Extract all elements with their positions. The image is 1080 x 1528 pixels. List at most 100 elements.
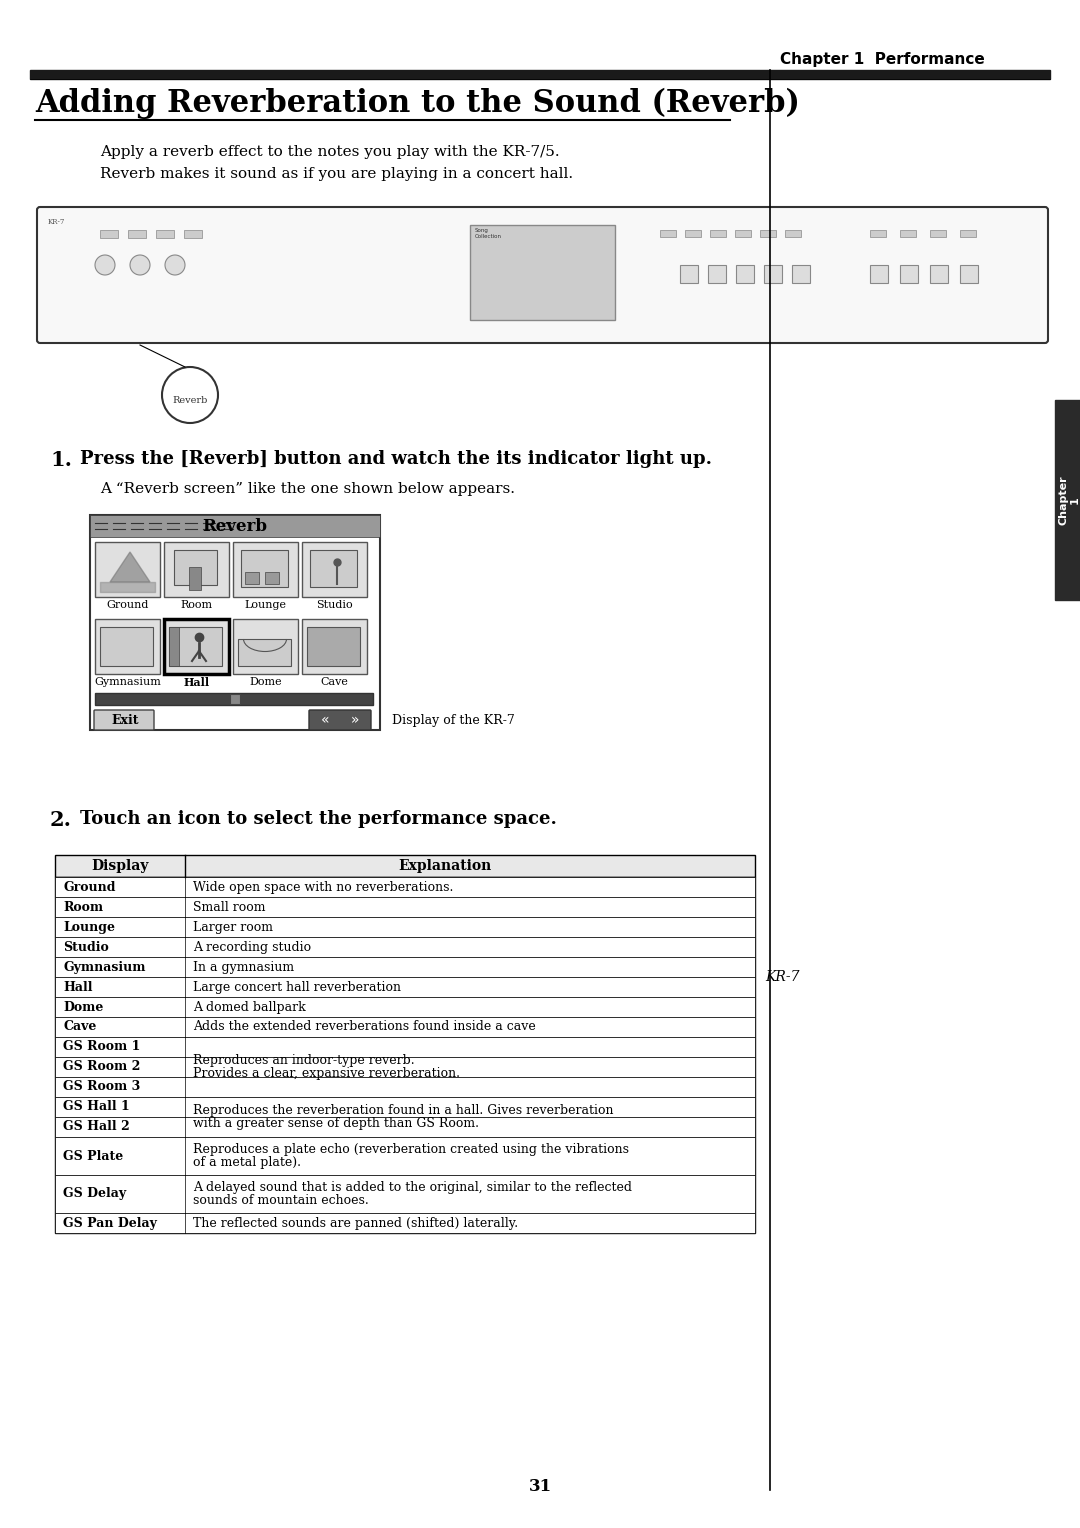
Text: Small room: Small room [193, 900, 266, 914]
Text: Press the [Reverb] button and watch the its indicator light up.: Press the [Reverb] button and watch the … [80, 451, 712, 468]
FancyBboxPatch shape [37, 206, 1048, 342]
Circle shape [95, 255, 114, 275]
Text: Reverb makes it sound as if you are playing in a concert hall.: Reverb makes it sound as if you are play… [100, 167, 573, 180]
Bar [230, 694, 240, 704]
Text: Studio: Studio [316, 601, 353, 610]
Bar [1055, 400, 1080, 601]
Text: GS Pan Delay: GS Pan Delay [63, 1216, 157, 1230]
Text: Reverb: Reverb [203, 518, 268, 535]
Text: Hall: Hall [63, 981, 93, 993]
Text: Studio: Studio [63, 941, 109, 953]
Text: Cave: Cave [321, 677, 349, 688]
Text: Ground: Ground [63, 880, 116, 894]
Bar [90, 515, 380, 730]
Bar [870, 264, 888, 283]
Text: of a metal plate).: of a metal plate). [193, 1157, 301, 1169]
Bar [265, 571, 279, 584]
Circle shape [162, 367, 218, 423]
Bar [55, 1137, 755, 1175]
Bar [55, 856, 755, 877]
Text: Dome: Dome [63, 1001, 104, 1013]
Bar [660, 231, 676, 237]
Text: Lounge: Lounge [63, 920, 114, 934]
Bar [302, 619, 367, 674]
Text: A “Reverb screen” like the one shown below appears.: A “Reverb screen” like the one shown bel… [100, 481, 515, 497]
Bar [470, 225, 615, 319]
Bar [710, 231, 726, 237]
Text: 2.: 2. [50, 810, 72, 830]
Text: Hall: Hall [184, 677, 210, 688]
Text: GS Room 3: GS Room 3 [63, 1080, 140, 1094]
FancyBboxPatch shape [309, 711, 372, 730]
Text: Reproduces the reverberation found in a hall. Gives reverberation: Reproduces the reverberation found in a … [193, 1105, 613, 1117]
Text: Display of the KR-7: Display of the KR-7 [392, 714, 515, 726]
Text: Song
Collection: Song Collection [475, 228, 502, 238]
Bar [100, 626, 153, 666]
Text: Chapter
1: Chapter 1 [1058, 475, 1080, 524]
Text: Room: Room [180, 601, 213, 610]
Text: «: « [321, 714, 329, 727]
Bar [55, 1213, 755, 1233]
Text: Ground: Ground [106, 601, 149, 610]
Text: GS Plate: GS Plate [63, 1149, 123, 1163]
Bar [245, 571, 259, 584]
Bar [55, 877, 755, 897]
Text: KR-7: KR-7 [765, 970, 799, 984]
Text: Large concert hall reverberation: Large concert hall reverberation [193, 981, 401, 993]
Bar [310, 550, 357, 587]
Bar [129, 231, 146, 238]
Bar [930, 264, 948, 283]
Bar [95, 619, 160, 674]
Text: »: » [351, 714, 360, 727]
Bar [100, 231, 118, 238]
Bar [680, 264, 698, 283]
Text: Gymnasium: Gymnasium [94, 677, 161, 688]
Text: Adding Reverberation to the Sound (Reverb): Adding Reverberation to the Sound (Rever… [35, 89, 800, 119]
Bar [156, 231, 174, 238]
Text: The reflected sounds are panned (shifted) laterally.: The reflected sounds are panned (shifted… [193, 1216, 518, 1230]
Bar [55, 877, 755, 1233]
Bar [900, 264, 918, 283]
Bar [55, 1175, 755, 1213]
Bar [55, 976, 755, 996]
Text: Cave: Cave [63, 1021, 96, 1033]
Bar [168, 626, 222, 666]
Polygon shape [110, 552, 150, 582]
Bar [164, 619, 229, 674]
Bar [55, 957, 755, 976]
Bar [764, 264, 782, 283]
Bar [960, 231, 976, 237]
Circle shape [130, 255, 150, 275]
Bar [792, 264, 810, 283]
Bar [184, 231, 202, 238]
Text: Display: Display [91, 859, 149, 872]
Bar [900, 231, 916, 237]
Text: Lounge: Lounge [244, 601, 286, 610]
Text: Apply a reverb effect to the notes you play with the KR-7/5.: Apply a reverb effect to the notes you p… [100, 145, 559, 159]
Text: Room: Room [63, 900, 103, 914]
Text: Provides a clear, expansive reverberation.: Provides a clear, expansive reverberatio… [193, 1067, 460, 1080]
Text: Exit: Exit [111, 714, 138, 726]
Text: Larger room: Larger room [193, 920, 273, 934]
Bar [55, 996, 755, 1018]
Text: with a greater sense of depth than GS Room.: with a greater sense of depth than GS Ro… [193, 1117, 480, 1131]
Bar [55, 937, 755, 957]
Text: 31: 31 [528, 1478, 552, 1494]
Text: Explanation: Explanation [399, 859, 491, 872]
Bar [168, 626, 179, 666]
Circle shape [165, 255, 185, 275]
Text: Gymnasium: Gymnasium [63, 961, 146, 973]
Text: 1.: 1. [50, 451, 72, 471]
Text: A domed ballpark: A domed ballpark [193, 1001, 306, 1013]
Text: Reproduces a plate echo (reverberation created using the vibrations: Reproduces a plate echo (reverberation c… [193, 1143, 629, 1157]
Bar [233, 542, 298, 597]
Bar [930, 231, 946, 237]
Bar [95, 694, 373, 704]
Bar [307, 626, 360, 666]
Bar [233, 619, 298, 674]
Bar [55, 1077, 755, 1097]
Text: GS Delay: GS Delay [63, 1187, 126, 1201]
FancyBboxPatch shape [94, 711, 154, 730]
Text: Dome: Dome [249, 677, 282, 688]
Bar [735, 231, 751, 237]
